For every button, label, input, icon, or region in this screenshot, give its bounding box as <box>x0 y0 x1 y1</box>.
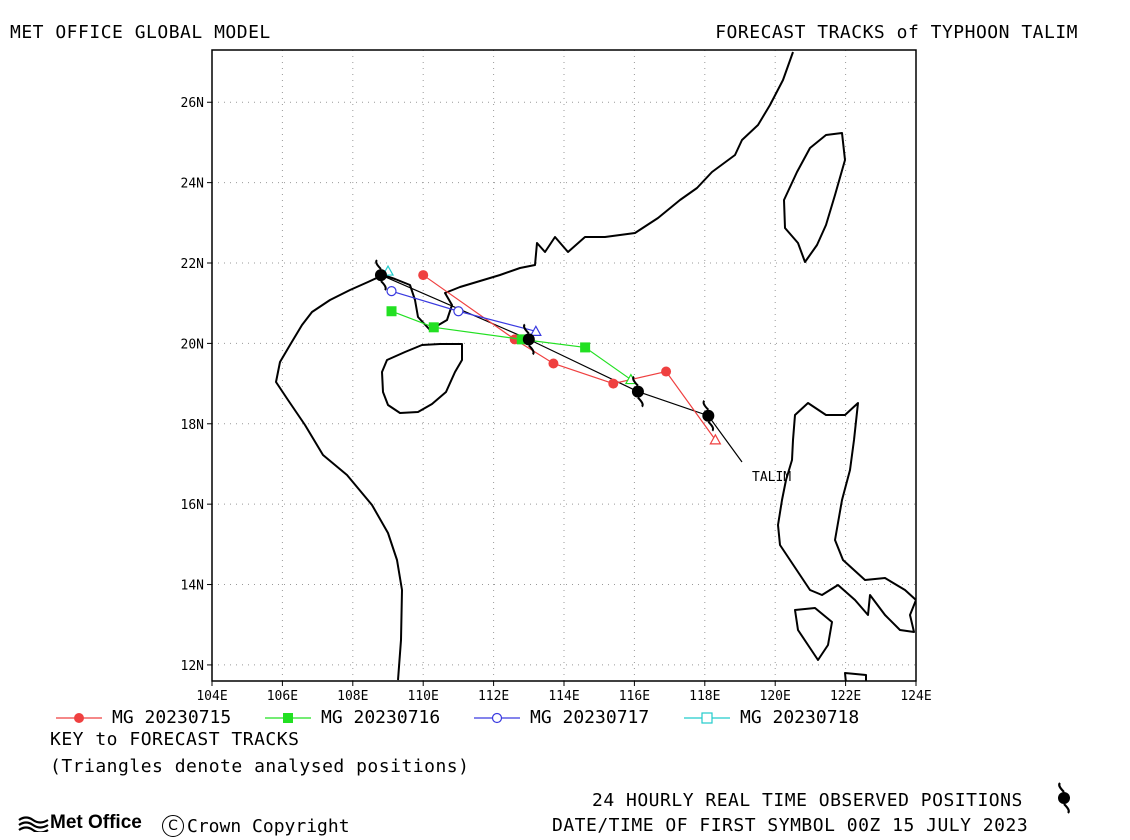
tick-label-lat: 14N <box>181 579 204 594</box>
map-grid <box>212 50 916 681</box>
forecast-point <box>453 306 464 317</box>
tick-label-lon: 122E <box>830 689 861 700</box>
forecast-point <box>418 270 429 281</box>
met-office-logo: Met Office <box>18 812 142 834</box>
forecast-point <box>661 366 672 377</box>
open-square-icon <box>684 711 730 724</box>
tracks-layer <box>374 259 743 463</box>
observed-track-line <box>380 274 743 463</box>
typhoon-symbol-arm <box>702 400 710 411</box>
legend-label: MG 20230717 <box>530 707 650 728</box>
legend-label: MG 20230718 <box>740 707 860 728</box>
coastline-mainland <box>275 51 794 681</box>
tick-label-lat: 22N <box>181 257 204 272</box>
typhoon-symbol-core <box>631 385 644 398</box>
coastline-mindoro <box>794 607 833 661</box>
typhoon-symbol-arm <box>632 375 639 387</box>
tick-label-lon: 104E <box>196 689 227 700</box>
typhoon-symbol-arm <box>380 280 387 291</box>
typhoon-symbol-arm <box>528 344 535 356</box>
typhoon-symbol-icon <box>1058 782 1070 814</box>
forecast-point <box>580 342 591 353</box>
tick-label-lon: 118E <box>689 689 720 700</box>
forecast-point <box>386 286 397 297</box>
typhoon-symbol-arm <box>375 259 382 270</box>
storm-label: TALIM <box>752 470 791 485</box>
map-axes: 104E 106E 108E 110E 112E 114E 116E 118E 120E 122E… <box>181 49 932 700</box>
forecast-track <box>386 306 637 385</box>
analysed-position-triangle <box>529 325 542 336</box>
filled-circle-icon <box>56 712 102 723</box>
forecast-map: 104E 106E 108E 110E 112E 114E 116E 118E 120E 122E… <box>181 49 932 700</box>
logo-text: Met Office <box>50 812 142 833</box>
tick-label-lon: 114E <box>548 689 579 700</box>
typhoon-symbol-icon <box>374 259 387 291</box>
typhoon-symbol-arm <box>707 421 715 432</box>
forecast-point <box>516 334 527 345</box>
typhoon-symbol-core <box>702 409 715 422</box>
analysed-position-triangle <box>709 433 722 445</box>
tick-label-lon: 120E <box>760 689 791 700</box>
tick-label-lat: 16N <box>181 498 204 513</box>
tick-label-lat: 26N <box>181 96 204 111</box>
forecast-point <box>548 358 559 369</box>
filled-square-icon <box>265 712 311 723</box>
tick-label-lat: 20N <box>181 337 204 352</box>
tick-label-lon: 124E <box>900 689 931 700</box>
typhoon-symbol-core <box>522 333 535 346</box>
copyright-text: Crown Copyright <box>187 815 350 837</box>
tick-label-lon: 116E <box>619 689 650 700</box>
coastline-hainan <box>381 343 463 414</box>
key-note: (Triangles denote analysed positions) <box>50 756 470 777</box>
coastline-luzon <box>777 402 916 633</box>
legend-label: MG 20230715 <box>112 707 232 728</box>
typhoon-symbol-core <box>374 269 387 282</box>
tick-label-lon: 110E <box>408 689 439 700</box>
typhoon-symbol-arm <box>523 323 530 335</box>
first-symbol-datetime: DATE/TIME OF FIRST SYMBOL 00Z 15 JULY 20… <box>552 815 1029 836</box>
legend-item-mg20230718: MG 20230718 <box>684 707 859 728</box>
tick-label-lon: 106E <box>267 689 298 700</box>
tick-label-lat: 12N <box>181 659 204 674</box>
copyright-icon: C <box>162 815 184 837</box>
tick-label-lat: 18N <box>181 418 204 433</box>
met-office-logo-icon <box>18 816 49 832</box>
forecast-point <box>608 378 619 389</box>
tick-label-lat: 24N <box>181 177 204 192</box>
key-title: KEY to FORECAST TRACKS <box>50 729 300 750</box>
forecast-track <box>386 286 542 336</box>
realtime-positions-label: 24 HOURLY REAL TIME OBSERVED POSITIONS <box>592 790 1023 811</box>
copyright-notice: C Crown Copyright <box>162 815 350 837</box>
legend-item-mg20230716: MG 20230716 <box>265 707 440 728</box>
forecast-track-line <box>422 274 716 441</box>
coastline-panay <box>844 672 867 681</box>
coastline-taiwan <box>783 132 846 263</box>
map-frame <box>211 49 917 682</box>
typhoon-symbol-icon <box>702 400 715 432</box>
legend-item-mg20230717: MG 20230717 <box>474 707 649 728</box>
model-title: MET OFFICE GLOBAL MODEL <box>10 22 271 43</box>
tick-label-lon: 112E <box>478 689 509 700</box>
tick-label-lon: 108E <box>337 689 368 700</box>
typhoon-symbol-arm <box>637 396 644 408</box>
chart-title: FORECAST TRACKS of TYPHOON TALIM <box>715 22 1078 43</box>
forecast-point <box>428 322 439 333</box>
forecast-track <box>418 270 722 445</box>
typhoon-symbol-icon <box>522 323 535 356</box>
forecast-point <box>386 306 397 317</box>
legend-item-mg20230715: MG 20230715 <box>56 707 231 728</box>
open-circle-icon <box>474 712 520 723</box>
typhoon-symbol-icon <box>631 375 644 408</box>
legend-label: MG 20230716 <box>321 707 441 728</box>
